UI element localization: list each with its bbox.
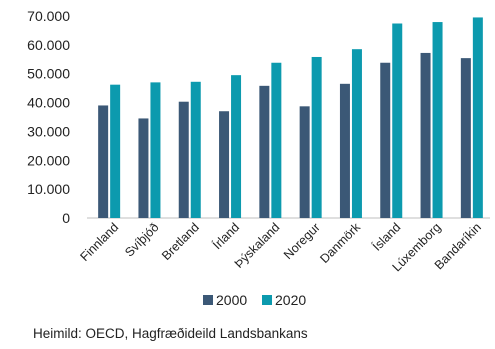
bar-2020 bbox=[271, 62, 282, 219]
x-tick-label: Danmörk bbox=[317, 220, 363, 266]
y-tick-label: 10.000 bbox=[27, 181, 70, 197]
bar-2000 bbox=[219, 111, 230, 218]
x-tick-label: Finnland bbox=[77, 220, 121, 264]
bar-2020 bbox=[392, 23, 403, 219]
bar-2000 bbox=[259, 85, 270, 218]
y-tick-label: 30.000 bbox=[27, 123, 70, 139]
bar-2000 bbox=[138, 118, 149, 218]
bar-2000 bbox=[380, 62, 391, 219]
legend-label: 2000 bbox=[216, 292, 247, 308]
y-tick-label: 50.000 bbox=[27, 66, 70, 82]
bar-2000 bbox=[178, 101, 189, 218]
bar-2020 bbox=[190, 81, 201, 219]
bar-2020 bbox=[472, 17, 483, 219]
bar-2000 bbox=[460, 58, 471, 219]
bar-2020 bbox=[110, 84, 121, 219]
bar-2020 bbox=[150, 82, 161, 218]
y-tick-label: 20.000 bbox=[27, 152, 70, 168]
legend-swatch-2020 bbox=[262, 295, 272, 305]
x-tick-label: Bretland bbox=[159, 220, 202, 263]
bar-2020 bbox=[351, 49, 362, 218]
bar-2000 bbox=[420, 52, 431, 219]
y-tick-label: 70.000 bbox=[27, 8, 70, 24]
bar-2020 bbox=[311, 56, 322, 218]
x-tick-label: Írland bbox=[209, 219, 242, 252]
x-tick-label: Svíþjóð bbox=[122, 220, 161, 259]
bar-2000 bbox=[339, 83, 350, 218]
x-tick-label: Ísland bbox=[369, 219, 403, 253]
source-note: Heimild: OECD, Hagfræðideild Landsbankan… bbox=[33, 326, 308, 341]
legend-label: 2020 bbox=[275, 292, 306, 308]
bar-2000 bbox=[299, 106, 310, 218]
bar-2020 bbox=[231, 75, 242, 219]
y-tick-label: 60.000 bbox=[27, 37, 70, 53]
legend-swatch-2000 bbox=[203, 295, 213, 305]
bar-2020 bbox=[432, 22, 443, 219]
y-tick-label: 40.000 bbox=[27, 95, 70, 111]
y-tick-label: 0 bbox=[62, 210, 70, 226]
bar-2000 bbox=[98, 105, 109, 218]
